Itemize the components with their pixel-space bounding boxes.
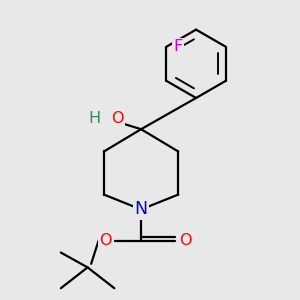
Text: O: O bbox=[99, 233, 112, 248]
Text: F: F bbox=[173, 39, 182, 54]
Text: N: N bbox=[134, 200, 148, 218]
Text: O: O bbox=[179, 233, 191, 248]
Text: H: H bbox=[89, 111, 101, 126]
Text: O: O bbox=[111, 111, 124, 126]
